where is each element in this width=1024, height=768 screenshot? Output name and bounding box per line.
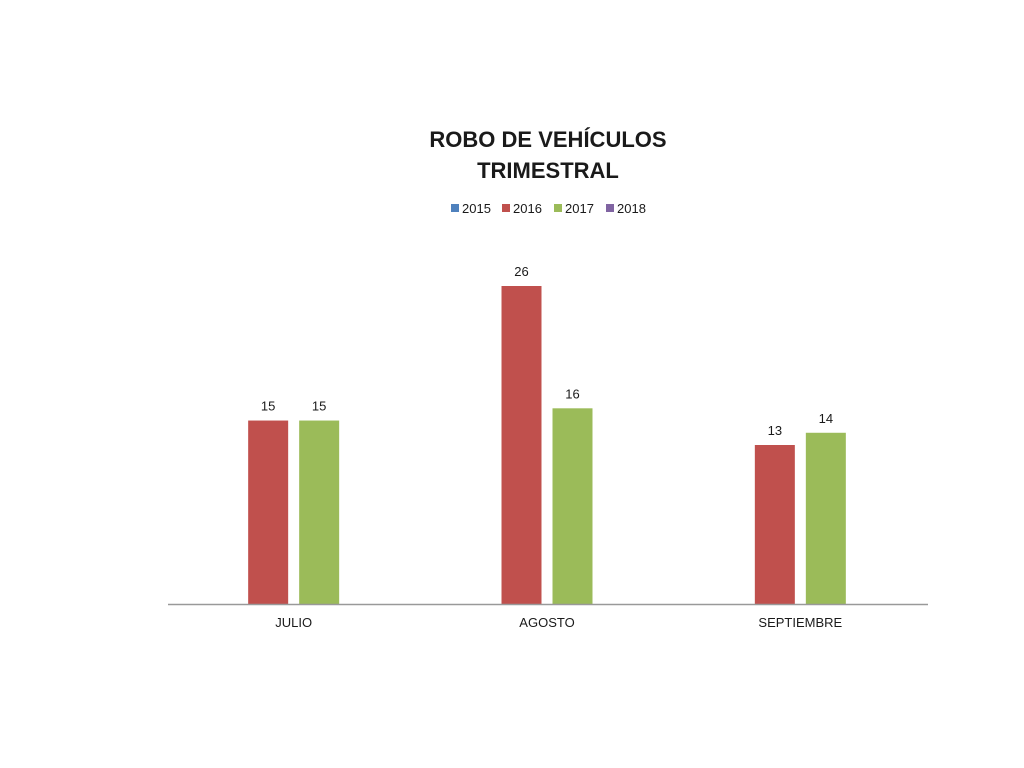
bar-2017-julio: [299, 420, 340, 604]
chart-title: ROBO DE VEHÍCULOS TRIMESTRAL: [429, 127, 666, 183]
legend-label-2017: 2017: [565, 201, 594, 216]
bar-2016-agosto: [501, 286, 542, 604]
legend-item-2016: 2016: [502, 201, 542, 216]
x-axis-tick-labels: JULIO AGOSTO SEPTIEMBRE: [275, 615, 842, 630]
data-label-2017-julio: 15: [312, 399, 326, 414]
legend-label-2015: 2015: [462, 201, 491, 216]
data-label-2017-agosto: 16: [565, 386, 579, 401]
legend-swatch-2015: [451, 204, 459, 212]
legend-swatch-2016: [502, 204, 510, 212]
data-label-2016-agosto: 26: [514, 264, 528, 279]
plot-area: 15 15 26 16 13 14: [248, 264, 846, 604]
bar-2017-septiembre: [805, 432, 846, 604]
chart-title-line-1: ROBO DE VEHÍCULOS: [429, 127, 666, 152]
data-label-2017-septiembre: 14: [819, 411, 833, 426]
bar-2016-septiembre: [754, 445, 795, 604]
data-label-2016-julio: 15: [261, 399, 275, 414]
bar-2017-agosto: [552, 408, 593, 604]
legend-swatch-2017: [554, 204, 562, 212]
chart-title-line-2: TRIMESTRAL: [477, 158, 619, 183]
legend-item-2017: 2017: [554, 201, 594, 216]
legend-item-2018: 2018: [606, 201, 646, 216]
legend-label-2018: 2018: [617, 201, 646, 216]
legend: 2015 2016 2017 2018: [451, 201, 646, 216]
legend-label-2016: 2016: [513, 201, 542, 216]
bar-2016-julio: [248, 420, 289, 604]
data-label-2016-septiembre: 13: [768, 423, 782, 438]
legend-swatch-2018: [606, 204, 614, 212]
x-tick-label-agosto: AGOSTO: [519, 615, 574, 630]
x-tick-label-septiembre: SEPTIEMBRE: [758, 615, 842, 630]
x-tick-label-julio: JULIO: [275, 615, 312, 630]
legend-item-2015: 2015: [451, 201, 491, 216]
